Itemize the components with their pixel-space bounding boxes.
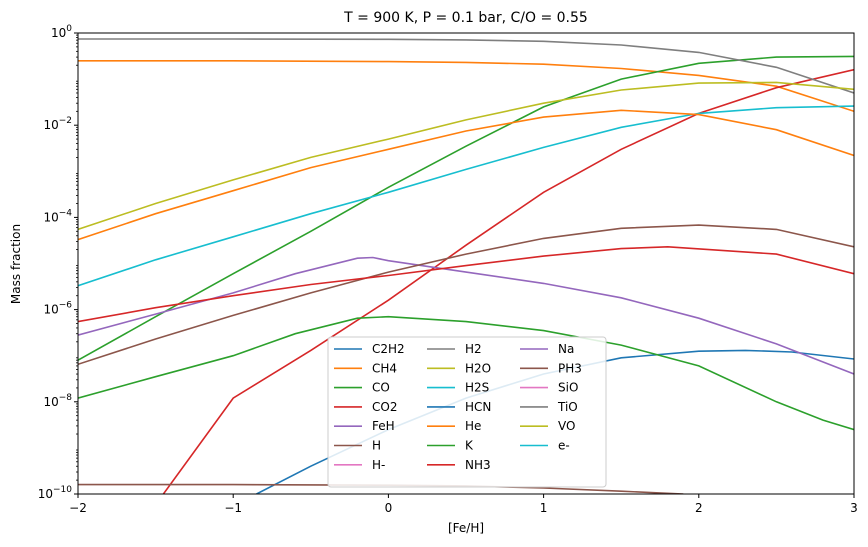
legend-label-h2o: H2O [465,361,491,375]
series-line-ch4 [78,60,854,113]
legend-label-feh: FeH [372,419,395,433]
series-line-k [78,315,854,431]
y-tick-label: 10−2 [43,116,72,132]
legend-label-ph3: PH3 [558,361,582,375]
legend-label-hcn: HCN [465,400,491,414]
legend-label-h2s: H2S [465,381,489,395]
series-line-h2 [78,38,854,94]
x-tick-label: 3 [850,501,858,515]
legend-label-h: H [372,439,381,453]
legend-label-tio: TiO [557,400,578,414]
series-line-h2s [78,105,854,287]
legend-label-sio: SiO [558,381,578,395]
x-tick-label: −2 [69,501,87,515]
chart-title: T = 900 K, P = 0.1 bar, C/O = 0.55 [343,10,588,26]
legend-label-nh3: NH3 [465,458,491,472]
legend: C2H2 CH4 CO CO2 FeH H H- H2 H2O H2S HCN He K NH3 Na PH3… [327,336,607,488]
y-axis-title: Mass fraction [9,224,23,304]
legend-label-h-: H- [372,458,385,472]
x-tick-label: 2 [695,501,703,515]
legend-label-vo: VO [558,419,575,433]
y-tick-label: 10−10 [38,485,73,501]
series-line-feh [78,256,854,375]
x-tick-label: −1 [224,501,242,515]
series-line-co [78,55,854,361]
legend-label-e-: e- [558,439,570,453]
series-line-he [78,109,854,241]
legend-label-he: He [465,419,481,433]
series-line-h2o [78,81,854,231]
legend-label-c2h2: C2H2 [372,342,405,356]
series-line-nh3 [78,245,854,323]
legend-label-na: Na [558,342,574,356]
legend-label-k: K [465,439,474,453]
legend-label-ch4: CH4 [372,361,397,375]
legend-label-co2: CO2 [372,400,397,414]
y-tick-label: 10−8 [43,393,72,409]
x-tick-label: 0 [385,501,393,515]
y-tick-label: 10−6 [43,301,72,317]
legend-box [327,336,607,488]
y-tick-label: 10−4 [43,208,72,224]
y-tick-label: 100 [51,24,72,40]
plot-frame [77,32,855,495]
x-tick-label: 1 [540,501,548,515]
x-axis-title: [Fe/H] [448,521,484,535]
series-line-h [78,224,854,366]
series-line-co2 [162,68,854,494]
legend-label-h2: H2 [465,342,482,356]
legend-label-co: CO [372,381,390,395]
